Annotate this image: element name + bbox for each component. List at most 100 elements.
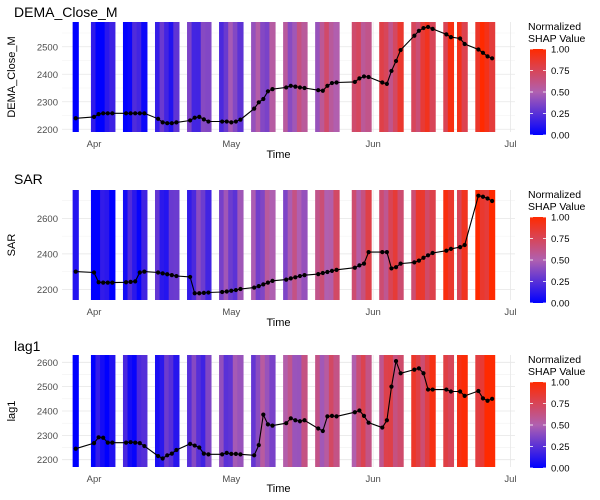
data-point	[490, 396, 495, 401]
shap-band	[100, 355, 107, 467]
shap-band	[132, 190, 139, 300]
data-point	[389, 266, 394, 271]
data-point	[252, 453, 257, 458]
shap-band	[292, 355, 299, 467]
data-point	[123, 440, 129, 445]
shap-band	[136, 190, 143, 300]
data-point	[288, 83, 293, 88]
data-point	[169, 451, 174, 456]
legend-colorbar	[530, 217, 546, 303]
legend-title: Normalized	[528, 21, 581, 33]
shap-band	[475, 190, 482, 300]
data-point	[476, 47, 481, 52]
shap-band	[379, 22, 386, 132]
data-point	[297, 273, 303, 279]
shap-band	[154, 22, 162, 132]
x-tick-label: Apr	[87, 474, 102, 485]
shap-band	[456, 22, 464, 132]
data-point	[325, 269, 330, 275]
data-point	[357, 76, 362, 81]
data-point	[265, 422, 271, 427]
data-point	[101, 111, 106, 116]
data-point	[73, 116, 78, 121]
x-tick-label: May	[222, 139, 240, 150]
data-point	[490, 198, 495, 204]
shap-band	[205, 190, 212, 300]
data-point	[201, 451, 206, 456]
shap-band	[187, 190, 194, 300]
shap-band	[328, 22, 336, 132]
shap-band	[489, 190, 496, 300]
legend-colorbar	[530, 382, 546, 468]
shap-band	[420, 355, 427, 467]
data-point	[352, 410, 357, 415]
legend-tick-label: 0.00	[551, 131, 570, 142]
data-point	[462, 41, 467, 47]
data-point	[201, 117, 206, 122]
data-point	[252, 285, 257, 290]
data-point	[192, 115, 197, 120]
shap-band	[283, 190, 290, 300]
data-point	[412, 33, 417, 38]
panel-SAR: 2200 2400 2600 Apr May Jun Jul SAR Time SAR Normal…	[6, 171, 586, 329]
legend-title: SHAP Value	[528, 201, 586, 213]
data-point	[297, 85, 303, 90]
data-point	[169, 273, 174, 278]
shap-band	[269, 190, 276, 300]
shap-band	[141, 22, 148, 132]
shap-band	[122, 22, 130, 132]
shap-band	[132, 355, 139, 467]
data-point	[137, 270, 142, 275]
shap-band	[122, 190, 130, 300]
shap-band	[388, 190, 395, 300]
data-point	[169, 121, 174, 126]
x-tick-label: Jul	[504, 474, 516, 485]
data-point	[105, 280, 110, 285]
data-point	[357, 263, 362, 268]
data-point	[270, 278, 275, 283]
shap-band	[484, 355, 491, 467]
data-point	[188, 118, 193, 123]
data-point	[398, 371, 403, 376]
panel-title: lag1	[14, 338, 41, 354]
legend-tick-label: 0.50	[551, 421, 570, 432]
data-point	[201, 290, 206, 296]
shap-band	[479, 22, 487, 132]
shap-band	[127, 22, 134, 132]
shap-band	[173, 355, 180, 467]
data-point	[261, 412, 266, 417]
shap-band	[360, 355, 368, 467]
y-tick-label: 2500	[37, 382, 58, 393]
shap-band	[237, 22, 244, 132]
data-point	[490, 56, 495, 61]
data-point	[325, 414, 330, 419]
legend-tick-label: 1.00	[551, 45, 570, 56]
y-axis-label: DEMA_Close_M	[6, 36, 18, 117]
shap-band	[447, 355, 455, 467]
data-point	[142, 111, 147, 116]
data-point	[320, 428, 325, 434]
shap-band	[164, 190, 171, 300]
data-point	[361, 74, 367, 79]
shap-band	[420, 190, 427, 300]
shap-band	[319, 355, 326, 467]
data-point	[229, 288, 234, 293]
data-point	[270, 87, 275, 92]
shap-band	[447, 190, 455, 300]
data-point	[261, 282, 266, 287]
x-tick-label: May	[222, 307, 240, 318]
shap-band	[168, 355, 175, 467]
shap-band	[264, 22, 272, 132]
data-point	[302, 418, 307, 423]
legend-tick-label: 0.75	[551, 234, 570, 245]
shap-band	[489, 355, 496, 467]
data-point	[430, 26, 435, 31]
data-point	[192, 443, 197, 448]
shap-band	[301, 22, 308, 132]
shap-band	[319, 190, 326, 300]
data-point	[155, 453, 161, 459]
shap-band	[287, 22, 294, 132]
data-point	[444, 248, 449, 253]
shap-band	[255, 190, 262, 300]
shap-band	[351, 190, 358, 300]
